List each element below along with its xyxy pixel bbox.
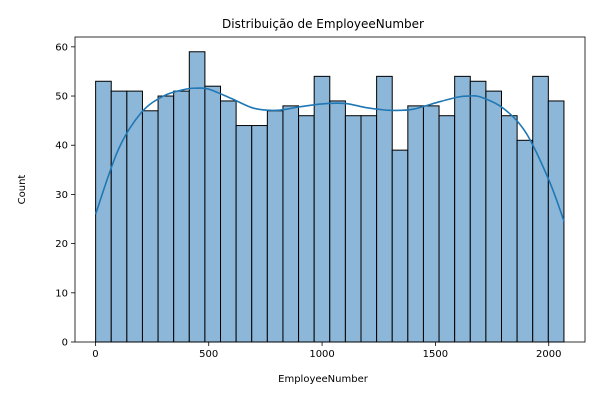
- y-axis-ticks: 0 10 20 30 40 50 60: [55, 42, 75, 349]
- histogram-bar: [110, 90, 128, 343]
- x-axis-ticks: 0 500 1000 1500 2000: [92, 342, 561, 360]
- histogram-bar: [235, 125, 253, 343]
- histogram-bar: [157, 95, 175, 343]
- histogram-bar: [469, 80, 487, 343]
- y-tick-label: 0: [62, 338, 68, 349]
- histogram-bar: [407, 105, 424, 343]
- x-tick-label: 0: [92, 349, 98, 360]
- x-tick-label: 1500: [423, 349, 448, 360]
- histogram-bar: [501, 115, 518, 343]
- histogram-bar: [220, 100, 237, 343]
- y-axis-label: Count: [17, 175, 28, 205]
- x-tick-label: 1000: [309, 349, 334, 360]
- histogram-bar: [313, 75, 331, 343]
- x-axis-label: EmployeeNumber: [278, 374, 369, 385]
- histogram-bar: [485, 90, 503, 343]
- histogram-bar: [454, 75, 471, 343]
- histogram-bar: [141, 110, 159, 343]
- y-tick-label: 60: [55, 42, 68, 53]
- y-tick-label: 30: [55, 190, 68, 201]
- histogram-bar: [360, 115, 378, 343]
- y-tick-label: 40: [55, 141, 68, 152]
- histogram-bar: [266, 110, 284, 343]
- histogram-bar: [173, 90, 190, 343]
- histogram-bar: [422, 105, 440, 343]
- y-tick-label: 50: [55, 92, 68, 103]
- histogram-bar: [251, 125, 268, 343]
- histogram-bar: [329, 100, 346, 343]
- histogram-bar: [391, 149, 409, 343]
- histogram-bar: [188, 51, 206, 343]
- histogram-bar: [204, 85, 222, 343]
- histogram-bar: [95, 80, 112, 343]
- histogram-bar: [438, 115, 456, 343]
- histogram-bar: [532, 75, 549, 343]
- histogram-bar: [547, 100, 565, 343]
- y-tick-label: 10: [55, 288, 68, 299]
- histogram-bar: [282, 105, 300, 343]
- histogram-bar: [516, 139, 534, 343]
- kde-curve: [94, 87, 565, 222]
- histogram-bar: [344, 115, 362, 343]
- y-tick-label: 20: [55, 239, 68, 250]
- histogram-bar: [376, 75, 393, 343]
- x-tick-label: 500: [199, 349, 218, 360]
- plot-frame: [74, 36, 586, 343]
- chart-title: Distribuição de EmployeeNumber: [222, 17, 424, 31]
- x-tick-label: 2000: [536, 349, 561, 360]
- bars-group: [95, 51, 565, 343]
- histogram-bar: [298, 115, 315, 343]
